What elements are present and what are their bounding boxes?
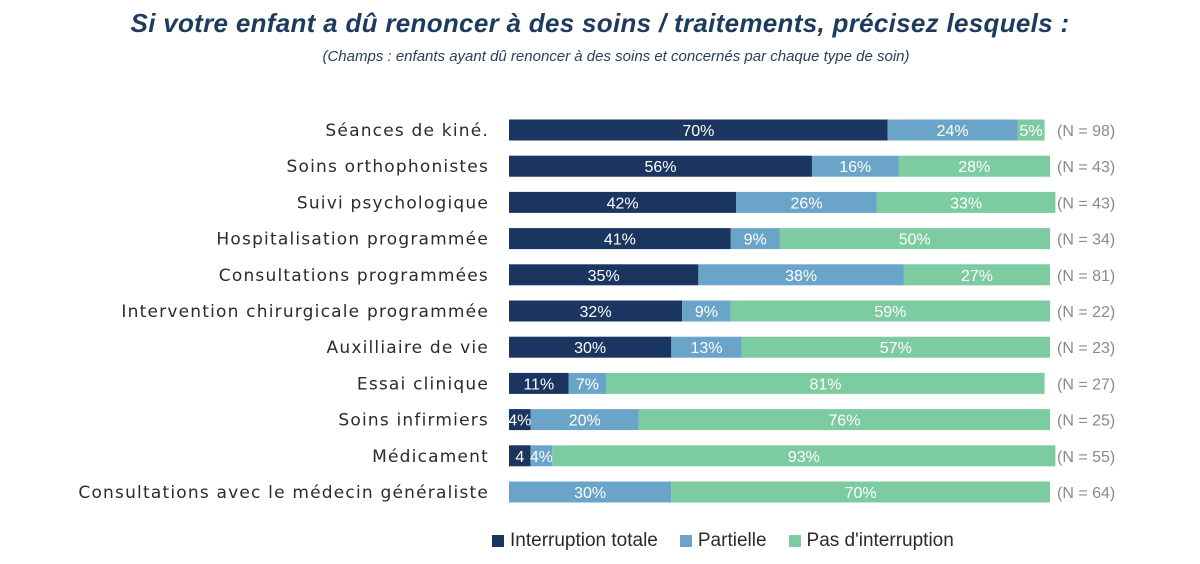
- data-label: 11%: [523, 376, 554, 393]
- bar-segment: [530, 409, 639, 431]
- data-label: 59%: [874, 304, 906, 321]
- category-label: Soins orthophonistes: [287, 157, 489, 177]
- legend-swatch-1: [679, 535, 692, 547]
- bar-segment: [638, 409, 1050, 431]
- data-label: 27%: [961, 268, 993, 285]
- data-label: 32%: [580, 304, 612, 321]
- bar-segment: [509, 264, 699, 286]
- legend-label-0: Interruption totale: [510, 530, 658, 551]
- n-label: (N = 27): [1057, 376, 1115, 393]
- bar-segment: [509, 445, 531, 467]
- n-label: (N = 55): [1057, 449, 1115, 466]
- category-label: Auxilliaire de vie: [327, 338, 489, 358]
- n-label: (N = 22): [1057, 304, 1115, 321]
- bar-segment: [887, 119, 1018, 141]
- data-label: 70%: [845, 485, 877, 502]
- data-label: 33%: [950, 195, 982, 212]
- category-label: Séances de kiné.: [325, 121, 489, 141]
- bar-segment: [682, 300, 731, 322]
- bar-segment: [876, 191, 1056, 213]
- category-label: Soins infirmiers: [338, 411, 489, 431]
- n-label: (N = 23): [1057, 340, 1115, 357]
- chart-subtitle: (Champs : enfants ayant dû renoncer à de…: [322, 48, 910, 65]
- data-label: 50%: [899, 232, 931, 249]
- bar-segment: [730, 228, 780, 250]
- bar-segment: [698, 264, 904, 286]
- bar-segment: [606, 372, 1045, 394]
- data-label: 4: [515, 449, 524, 466]
- n-label: (N = 34): [1057, 232, 1115, 249]
- bar-segment: [730, 300, 1050, 322]
- bar-segment: [509, 228, 731, 250]
- data-label: 9%: [744, 232, 767, 249]
- data-label: 41%: [604, 232, 636, 249]
- legend-swatch-0: [492, 535, 504, 547]
- data-label: 35%: [588, 268, 620, 285]
- bar-segment: [898, 155, 1050, 177]
- bar-segment: [903, 264, 1050, 286]
- n-label: (N = 25): [1057, 413, 1115, 430]
- data-label: 38%: [785, 268, 817, 285]
- chart-legend: Interruption totale Partielle Pas d'inte…: [492, 528, 954, 554]
- bar-segment: [741, 336, 1050, 358]
- data-label: 56%: [644, 159, 676, 176]
- category-label: Intervention chirurgicale programmée: [121, 302, 489, 322]
- data-label: 20%: [569, 413, 601, 430]
- data-label: 42%: [607, 195, 639, 212]
- legend-label-2: Pas d'interruption: [806, 530, 954, 551]
- data-label: 26%: [791, 195, 823, 212]
- legend-swatch-2: [788, 535, 801, 547]
- legend-item-2: Pas d'interruption: [788, 530, 954, 552]
- legend-item-0: Interruption totale: [492, 530, 658, 552]
- chart-title: Si votre enfant a dû renoncer à des soin…: [130, 8, 1070, 38]
- data-label: 57%: [880, 340, 912, 357]
- n-label: (N = 98): [1057, 123, 1115, 140]
- bar-segment: [509, 336, 672, 358]
- category-label: Essai clinique: [357, 374, 489, 394]
- data-label: 76%: [828, 413, 860, 430]
- bar-segment: [509, 191, 737, 213]
- n-label: (N = 81): [1057, 268, 1115, 285]
- data-label: 4%: [530, 449, 553, 466]
- category-label: Hospitalisation programmée: [216, 230, 489, 250]
- n-label: (N = 43): [1057, 159, 1115, 176]
- data-label: 5%: [1020, 123, 1043, 140]
- bar-segment: [671, 481, 1050, 503]
- bar-segment: [1017, 119, 1045, 141]
- data-label: 13%: [690, 340, 722, 357]
- data-label: 81%: [809, 376, 841, 393]
- bar-segment: [509, 481, 672, 503]
- bar-segment: [779, 228, 1050, 250]
- data-label: 30%: [574, 485, 606, 502]
- n-label: (N = 64): [1057, 485, 1115, 502]
- data-label: 9%: [695, 304, 718, 321]
- data-label: 7%: [576, 376, 599, 393]
- data-label: 16%: [839, 159, 871, 176]
- bar-segment: [530, 445, 553, 467]
- category-label: Consultations avec le médecin généralist…: [78, 483, 489, 503]
- bar-segment: [568, 372, 607, 394]
- n-label: (N = 43): [1057, 195, 1115, 212]
- data-label: 24%: [937, 123, 969, 140]
- bar-segment: [811, 155, 899, 177]
- bar-segment: [671, 336, 742, 358]
- legend-label-1: Partielle: [697, 530, 767, 551]
- bar-segment: [509, 300, 683, 322]
- bar-segment: [509, 409, 531, 431]
- data-label: 4%: [508, 413, 531, 430]
- bar-segment: [509, 155, 812, 177]
- category-label: Suivi psychologique: [297, 193, 489, 213]
- bar-segment: [552, 445, 1056, 467]
- category-label: Médicament: [372, 447, 489, 467]
- data-label: 93%: [788, 449, 820, 466]
- bar-segment: [509, 119, 888, 141]
- bar-segment: [736, 191, 877, 213]
- bar-segment: [509, 372, 569, 394]
- data-label: 28%: [958, 159, 990, 176]
- category-label: Consultations programmées: [219, 266, 489, 286]
- legend-item-1: Partielle: [679, 530, 767, 552]
- data-label: 70%: [682, 123, 714, 140]
- data-label: 30%: [574, 340, 606, 357]
